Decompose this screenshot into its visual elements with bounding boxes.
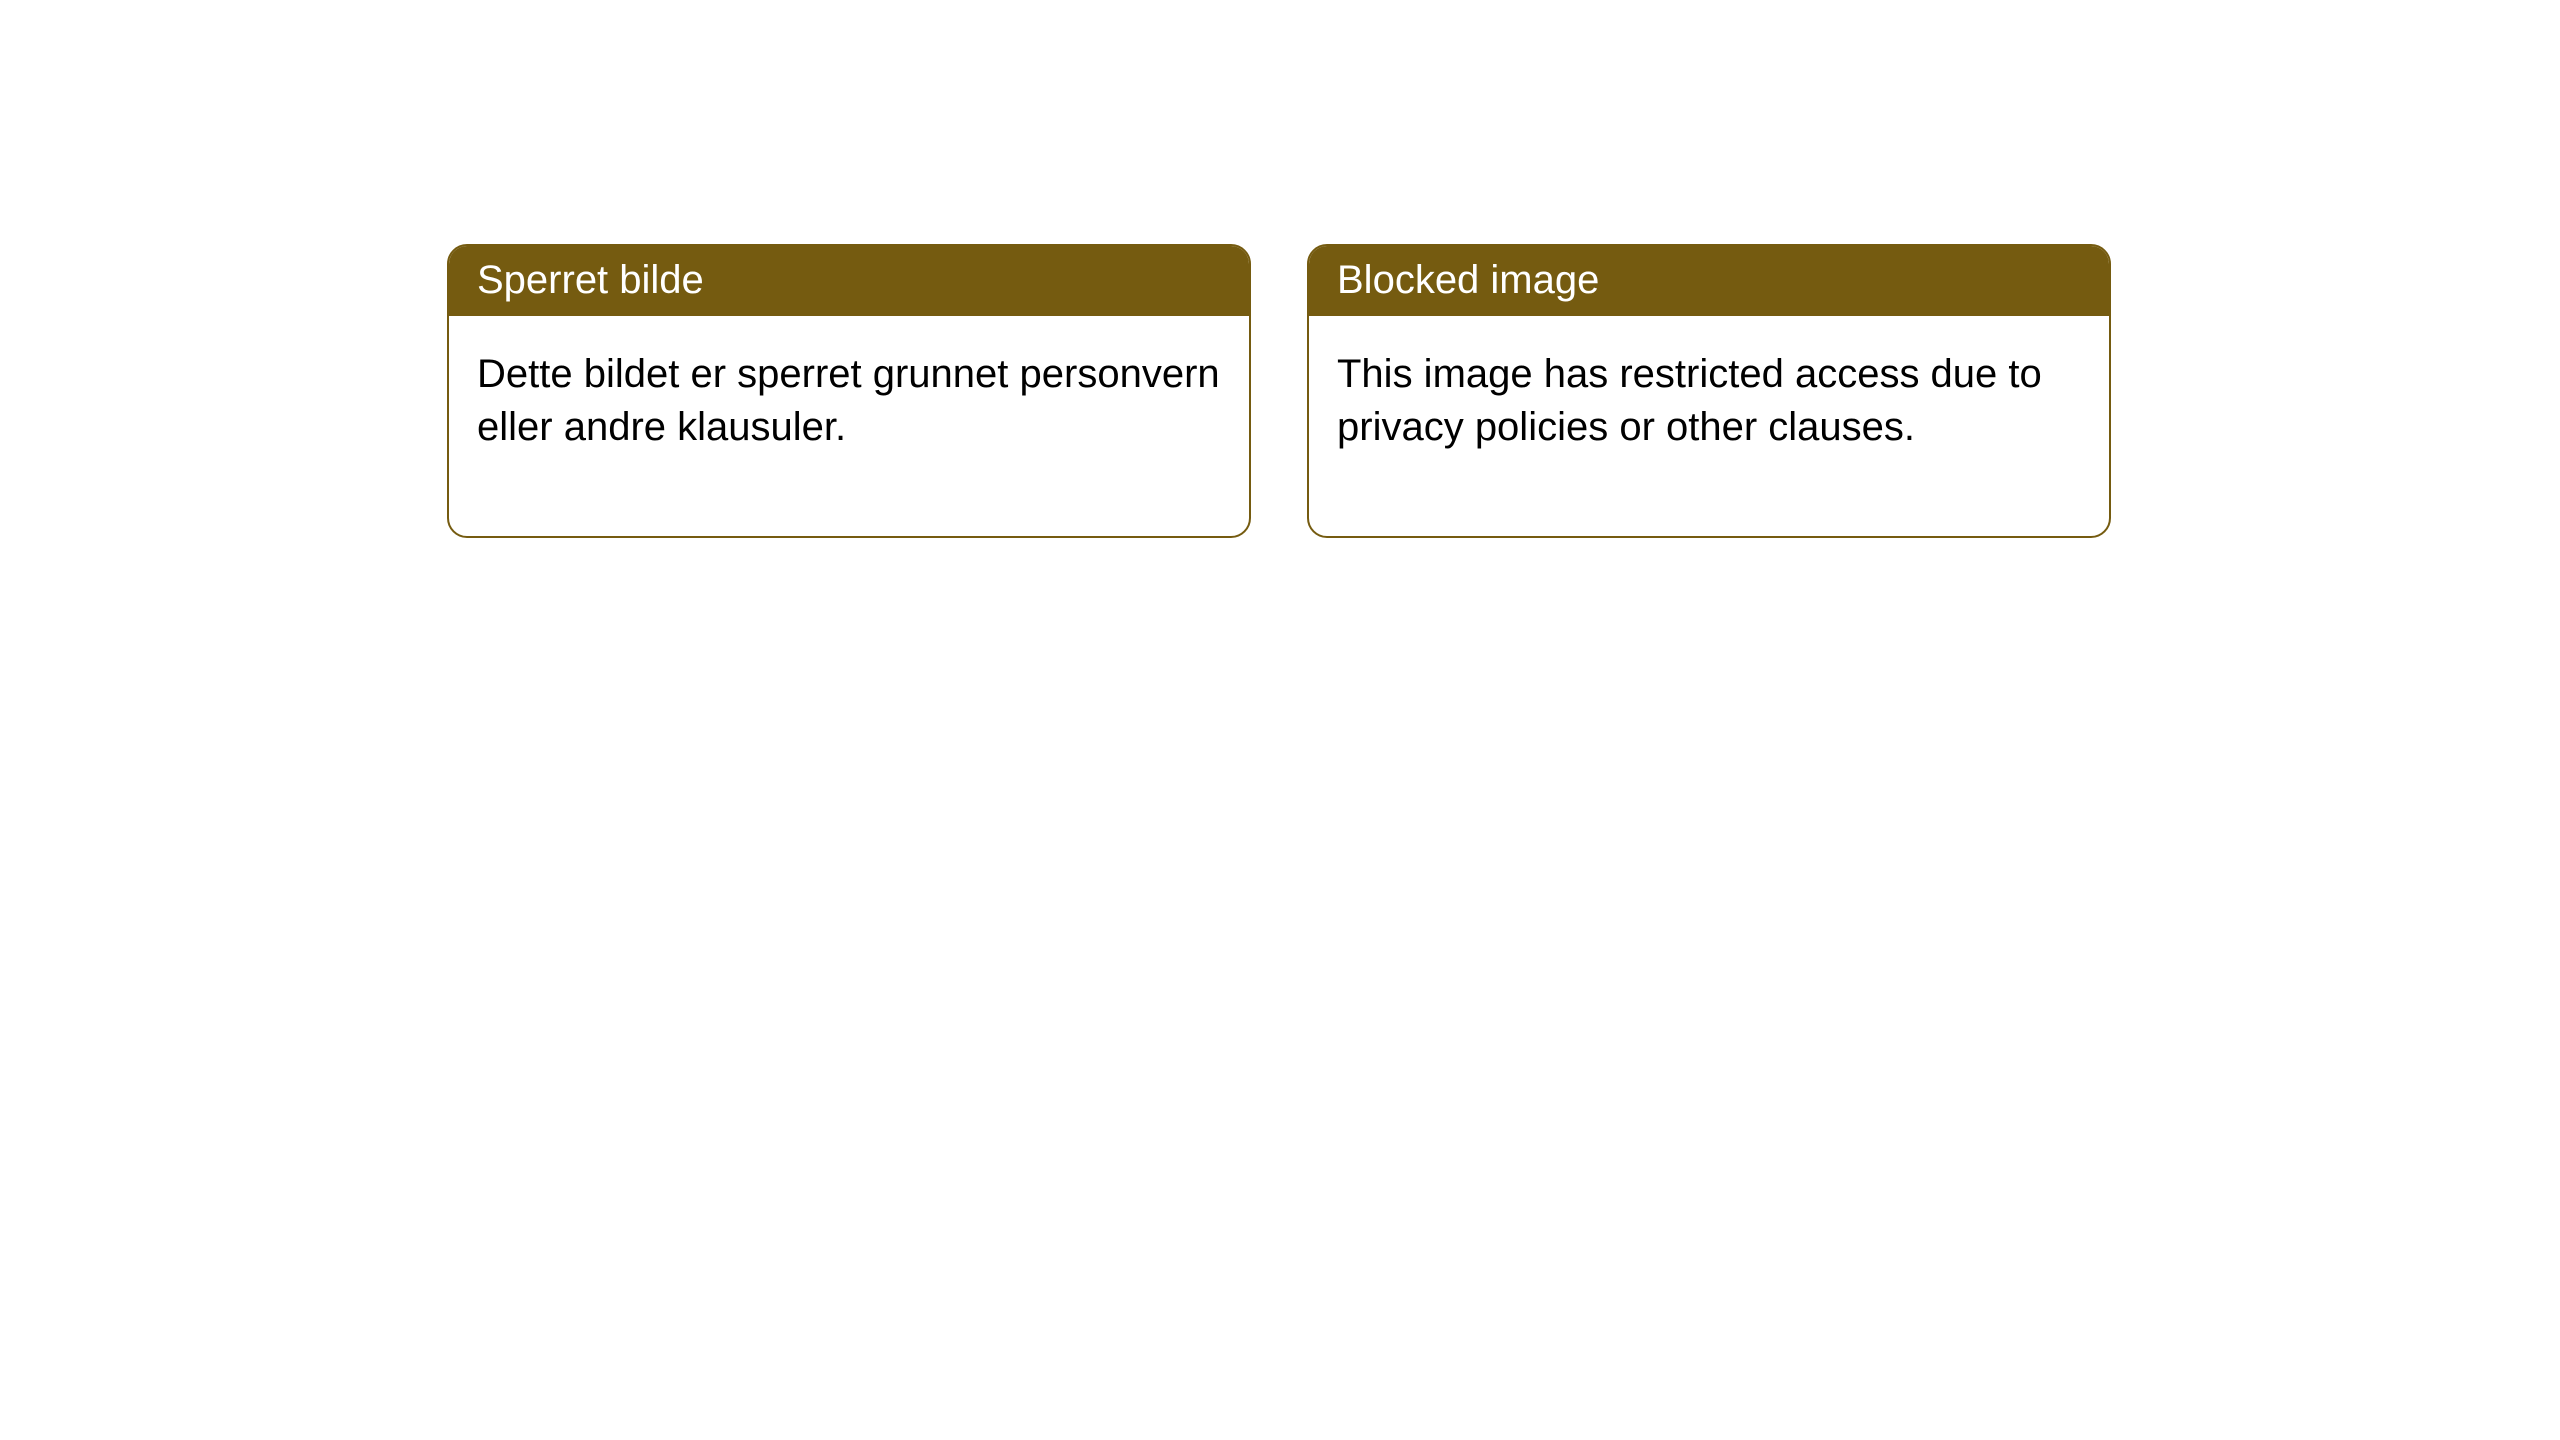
- notice-cards-container: Sperret bilde Dette bildet er sperret gr…: [447, 244, 2111, 538]
- notice-card-body: Dette bildet er sperret grunnet personve…: [449, 316, 1249, 536]
- notice-card-header: Blocked image: [1309, 246, 2109, 316]
- notice-card-body: This image has restricted access due to …: [1309, 316, 2109, 536]
- notice-card-title: Sperret bilde: [477, 258, 704, 302]
- notice-card-english: Blocked image This image has restricted …: [1307, 244, 2111, 538]
- notice-card-message: This image has restricted access due to …: [1337, 352, 2042, 449]
- notice-card-norwegian: Sperret bilde Dette bildet er sperret gr…: [447, 244, 1251, 538]
- notice-card-message: Dette bildet er sperret grunnet personve…: [477, 352, 1220, 449]
- notice-card-title: Blocked image: [1337, 258, 1599, 302]
- notice-card-header: Sperret bilde: [449, 246, 1249, 316]
